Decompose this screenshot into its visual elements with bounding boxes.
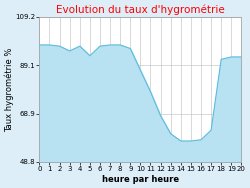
X-axis label: heure par heure: heure par heure [102,175,179,184]
Y-axis label: Taux hygrométrie %: Taux hygrométrie % [4,47,14,132]
Title: Evolution du taux d'hygrométrie: Evolution du taux d'hygrométrie [56,4,225,15]
